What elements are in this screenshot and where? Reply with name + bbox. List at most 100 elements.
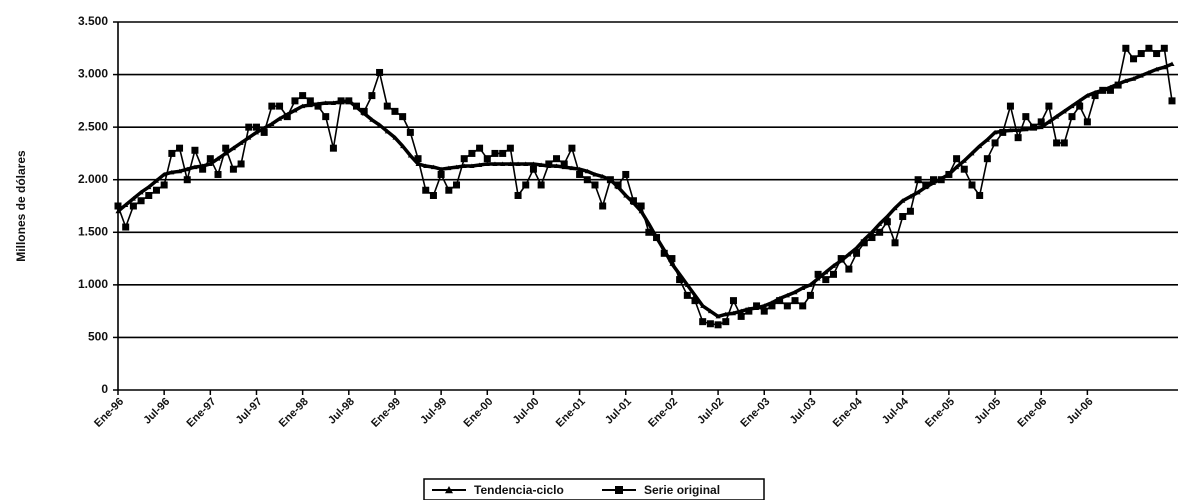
data-point: [1023, 126, 1029, 132]
data-point: [377, 122, 383, 128]
data-point: [422, 186, 430, 194]
data-point: [307, 102, 313, 108]
data-point: [737, 312, 745, 320]
data-point: [1131, 76, 1137, 81]
data-point: [1006, 102, 1014, 110]
data-point: [638, 208, 644, 214]
data-point: [222, 144, 230, 152]
data-point: [553, 155, 561, 163]
data-point: [583, 176, 591, 184]
data-point: [1061, 108, 1067, 114]
data-point: [1091, 92, 1099, 100]
x-tick-label: Ene-01: [554, 396, 588, 430]
data-point: [168, 149, 176, 157]
data-point: [584, 168, 590, 174]
legend-label: Tendencia-ciclo: [474, 483, 564, 497]
data-point: [407, 153, 413, 158]
x-tick-label: Ene-00: [461, 396, 495, 430]
data-point: [822, 276, 830, 284]
data-point: [669, 261, 675, 266]
data-point: [338, 99, 344, 104]
data-point: [192, 164, 198, 170]
data-point: [1138, 73, 1144, 78]
data-point: [1100, 87, 1106, 93]
data-point: [560, 160, 568, 168]
data-point: [223, 150, 229, 156]
data-point: [123, 202, 129, 207]
data-point: [323, 100, 329, 105]
data-point: [845, 265, 853, 273]
data-point: [877, 221, 883, 226]
series-line: [116, 62, 1173, 319]
data-point: [730, 310, 736, 316]
data-point: [430, 164, 436, 170]
data-point: [1076, 102, 1084, 110]
data-point: [406, 128, 414, 136]
data-point: [854, 245, 860, 251]
data-point: [453, 181, 461, 189]
data-point: [291, 97, 299, 105]
data-point: [1038, 124, 1044, 130]
data-point: [1083, 118, 1091, 126]
data-point: [846, 251, 852, 257]
data-point: [215, 156, 221, 161]
y-tick-label: 3.500: [78, 14, 108, 28]
data-point: [252, 123, 260, 131]
data-point: [1122, 44, 1130, 52]
data-point: [145, 191, 153, 199]
data-point: [707, 308, 713, 314]
data-point: [200, 163, 206, 169]
data-point: [429, 191, 437, 199]
data-point: [714, 321, 722, 329]
data-point: [745, 307, 753, 315]
data-point: [1045, 102, 1053, 110]
data-point: [376, 68, 384, 76]
x-tick-label: Jul-02: [695, 396, 726, 427]
data-point: [161, 171, 167, 177]
data-point: [514, 191, 522, 199]
data-point: [1000, 128, 1006, 134]
y-tick-label: 2.500: [78, 119, 108, 133]
data-point: [515, 161, 521, 166]
legend-marker: [445, 486, 453, 494]
data-point: [991, 139, 999, 147]
data-point: [1007, 127, 1013, 133]
y-tick-label: 1.500: [78, 224, 108, 238]
data-point: [1154, 66, 1160, 72]
data-point: [900, 198, 906, 203]
data-point: [391, 107, 399, 115]
x-tick-label: Jul-01: [603, 396, 634, 427]
data-point: [591, 181, 599, 189]
data-point: [976, 191, 984, 199]
data-point: [569, 165, 575, 171]
data-point: [838, 258, 844, 263]
data-point: [830, 263, 836, 268]
data-point: [906, 207, 914, 215]
legend-label: Serie original: [644, 483, 720, 497]
data-point: [723, 311, 729, 317]
data-point: [522, 181, 530, 189]
data-point: [961, 158, 967, 163]
data-point: [476, 144, 484, 152]
data-point: [500, 161, 506, 166]
data-point: [969, 150, 975, 156]
data-point: [599, 202, 607, 210]
y-tick-label: 2.000: [78, 172, 108, 186]
data-point: [1160, 44, 1168, 52]
data-point: [630, 200, 636, 205]
data-point: [506, 144, 514, 152]
data-point: [1145, 44, 1153, 52]
data-point: [269, 121, 275, 126]
data-point: [568, 144, 576, 152]
y-tick-label: 500: [88, 330, 108, 344]
x-tick-label: Ene-04: [831, 395, 866, 430]
data-point: [129, 202, 137, 210]
data-point: [700, 303, 706, 308]
data-point: [1123, 78, 1129, 83]
data-point: [400, 143, 406, 149]
data-point: [960, 165, 968, 173]
x-tick-label: Ene-96: [92, 396, 126, 430]
data-point: [1153, 50, 1161, 58]
